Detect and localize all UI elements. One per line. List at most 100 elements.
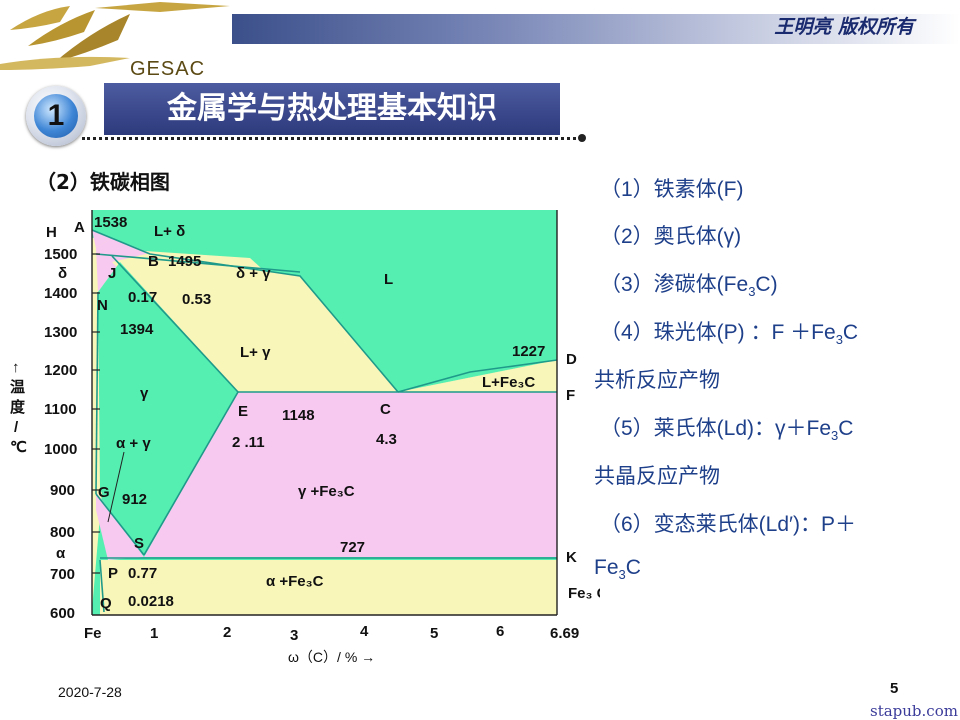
region-label-gamma: γ	[140, 385, 149, 402]
phase-item: （6）变态莱氏体(Ld′)：P＋	[600, 513, 856, 536]
solidus-gamma	[111, 255, 239, 393]
phase-item: Fe3C	[594, 556, 641, 583]
region-yellow-l-gamma	[112, 253, 398, 392]
comp-0-17: 0.17	[128, 289, 157, 306]
point-a: A	[74, 219, 85, 236]
temperature-labels: 1538 1495 1394 1148 1227 912 727	[94, 214, 545, 556]
point-g: G	[98, 484, 110, 501]
region-labels: L+ δ δ + γ L L+ γ γ α + γ L+Fe₃C γ +Fe₃C…	[116, 223, 600, 602]
temp-1538: 1538	[94, 214, 127, 231]
point-q: Q	[100, 595, 112, 612]
title-underline	[82, 137, 582, 140]
watermark: stapub.com	[870, 702, 958, 720]
y-tick-marks	[92, 253, 100, 574]
point-d: D	[566, 351, 577, 368]
y-axis-title: ℃	[10, 439, 27, 456]
x-tick-label: 5	[430, 625, 438, 642]
y-axis-title: 度	[10, 398, 26, 416]
phase-item: 共析反应产物	[594, 369, 720, 392]
phase-lines	[91, 229, 558, 613]
temp-912: 912	[122, 491, 147, 508]
underline-dot	[578, 134, 586, 142]
point-e: E	[238, 403, 248, 420]
a3-line	[95, 493, 145, 556]
composition-labels: 0.17 0.53 2 .11 4.3 0.77 0.0218	[128, 289, 397, 610]
header-bar	[232, 14, 960, 44]
gesac-logo	[0, 2, 230, 70]
y-axis-title: 温	[10, 379, 25, 396]
x-tick-label: 6.69	[550, 625, 579, 642]
iron-carbon-diagram: 1500 1400 1300 1200 1100 1000 900 800 70…	[10, 210, 600, 665]
region-label-delta-gamma: δ + γ	[236, 265, 271, 282]
region-yellow-l-fe3c	[398, 360, 557, 392]
point-b: B	[148, 253, 159, 270]
axis-frame	[91, 210, 558, 616]
ng-line	[95, 291, 99, 495]
phase-item: （5）莱氏体(Ld)：γ＋Fe3C	[600, 417, 854, 444]
point-f: F	[566, 387, 575, 404]
logo-text: GESAC	[130, 58, 206, 80]
region-label-l-delta: L+ δ	[154, 223, 185, 240]
x-tick-label: 4	[360, 623, 369, 640]
region-pink-gamma-fe3c	[144, 392, 557, 557]
copyright-text: 王明亮 版权所有	[774, 16, 914, 38]
point-c: C	[380, 401, 391, 418]
y-tick-label: 1200	[44, 362, 77, 379]
y-tick-label: 1100	[44, 401, 77, 418]
title-banner	[104, 83, 560, 135]
phase-item: （1）铁素体(F)	[600, 178, 744, 201]
region-label-l-gamma: L+ γ	[240, 344, 271, 361]
y-axis-title: ↑	[12, 359, 20, 376]
alpha-gamma-pointer	[107, 451, 125, 523]
page-title: 金属学与热处理基本知识	[167, 91, 497, 126]
point-labels: A B J N E C D F G S P Q K	[74, 219, 577, 612]
region-gamma	[98, 262, 238, 555]
acm-line	[143, 391, 239, 556]
y-tick-label: 600	[50, 605, 75, 622]
comp-0-0218: 0.0218	[128, 593, 174, 610]
diagram-regions	[92, 210, 557, 615]
solvus-line	[99, 559, 105, 613]
section-number: 1	[47, 99, 65, 132]
region-label-alpha-gamma: α + γ	[116, 435, 151, 452]
phase-item: （3）渗碳体(Fe3C)	[600, 273, 778, 300]
x-tick-label: Fe	[84, 625, 102, 642]
y-extra-label-delta: δ	[58, 265, 67, 282]
x-tick-label: 2	[223, 624, 231, 641]
region-label-alpha-fe3c: α +Fe₃C	[266, 573, 324, 590]
x-tick-label: 3	[290, 627, 298, 644]
phase-item: 共晶反应产物	[594, 465, 720, 488]
region-green-liquid	[92, 210, 557, 392]
temp-1148: 1148	[282, 407, 315, 424]
comp-0-77: 0.77	[128, 565, 157, 582]
x-tick-label: 1	[150, 625, 158, 642]
y-tick-label: 800	[50, 524, 75, 541]
region-yellow-alpha-fe3c	[100, 560, 557, 615]
page-number: 5	[890, 680, 899, 697]
x-axis-title: ω（C）/ % →	[288, 649, 375, 665]
subtitle: （2）铁碳相图	[36, 170, 170, 194]
point-n: N	[97, 297, 108, 314]
temp-1495: 1495	[168, 253, 201, 270]
slide-date: 2020-7-28	[58, 684, 122, 700]
y-axis-labels: 1500 1400 1300 1200 1100 1000 900 800 70…	[10, 224, 77, 622]
point-j: J	[108, 265, 116, 282]
right-label-fe3c: Fe₃ C	[568, 585, 600, 602]
y-extra-label-alpha: α	[56, 545, 66, 562]
y-axis-title: /	[14, 419, 19, 436]
y-tick-label: 1500	[44, 246, 77, 263]
comp-0-53: 0.53	[182, 291, 211, 308]
x-tick-label: 6	[496, 623, 504, 640]
point-s: S	[134, 535, 144, 552]
region-label-l-fe3c: L+Fe₃C	[482, 374, 535, 391]
liquidus-right	[397, 359, 558, 393]
region-label-gamma-fe3c: γ +Fe₃C	[298, 483, 355, 500]
temp-727: 727	[340, 539, 365, 556]
region-label-l: L	[384, 271, 393, 288]
comp-2-11: 2 .11	[232, 434, 265, 451]
y-tick-label: 1400	[44, 285, 77, 302]
temp-1227: 1227	[512, 343, 545, 360]
comp-4-3: 4.3	[376, 431, 397, 448]
y-tick-label: 1300	[44, 324, 77, 341]
y-tick-label: 900	[50, 482, 75, 499]
